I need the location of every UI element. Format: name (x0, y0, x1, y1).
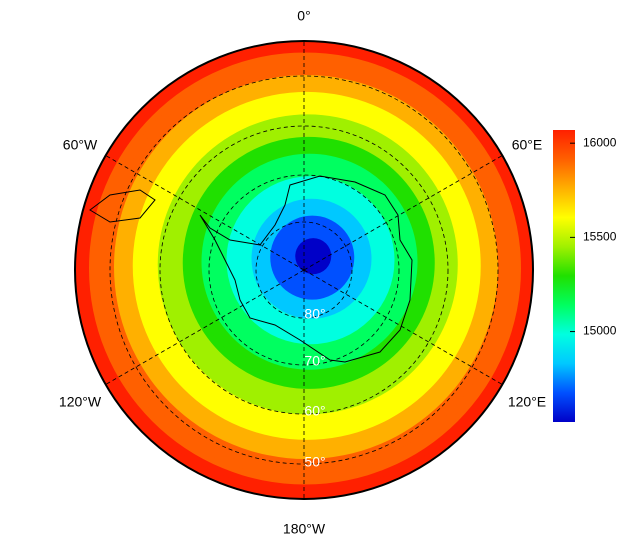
field (75, 41, 533, 499)
meridian (105, 155, 305, 271)
map-border (74, 40, 534, 500)
field-ring (307, 249, 320, 262)
latitude-label: 80° (304, 306, 325, 322)
meridian (105, 269, 305, 385)
coastline (89, 175, 413, 363)
graticule (105, 41, 503, 499)
latitude-label: 70° (304, 353, 325, 369)
colorbar (553, 130, 575, 422)
longitude-label: 120°W (59, 394, 102, 410)
longitude-label: 0° (297, 8, 310, 24)
meridian (303, 155, 503, 271)
longitude-label: 180°W (283, 521, 326, 537)
longitude-label: 60°E (512, 137, 543, 153)
colorbar-tick-label: 16000 (583, 135, 617, 149)
latitude-label: 60° (304, 403, 325, 419)
meridian (303, 269, 503, 385)
latitude-label: 50° (304, 454, 325, 470)
colorbar-tick-label: 15000 (583, 324, 617, 338)
colorbar-tick-label: 15500 (583, 230, 617, 244)
longitude-label: 60°W (63, 137, 98, 153)
longitude-label: 120°E (508, 394, 546, 410)
